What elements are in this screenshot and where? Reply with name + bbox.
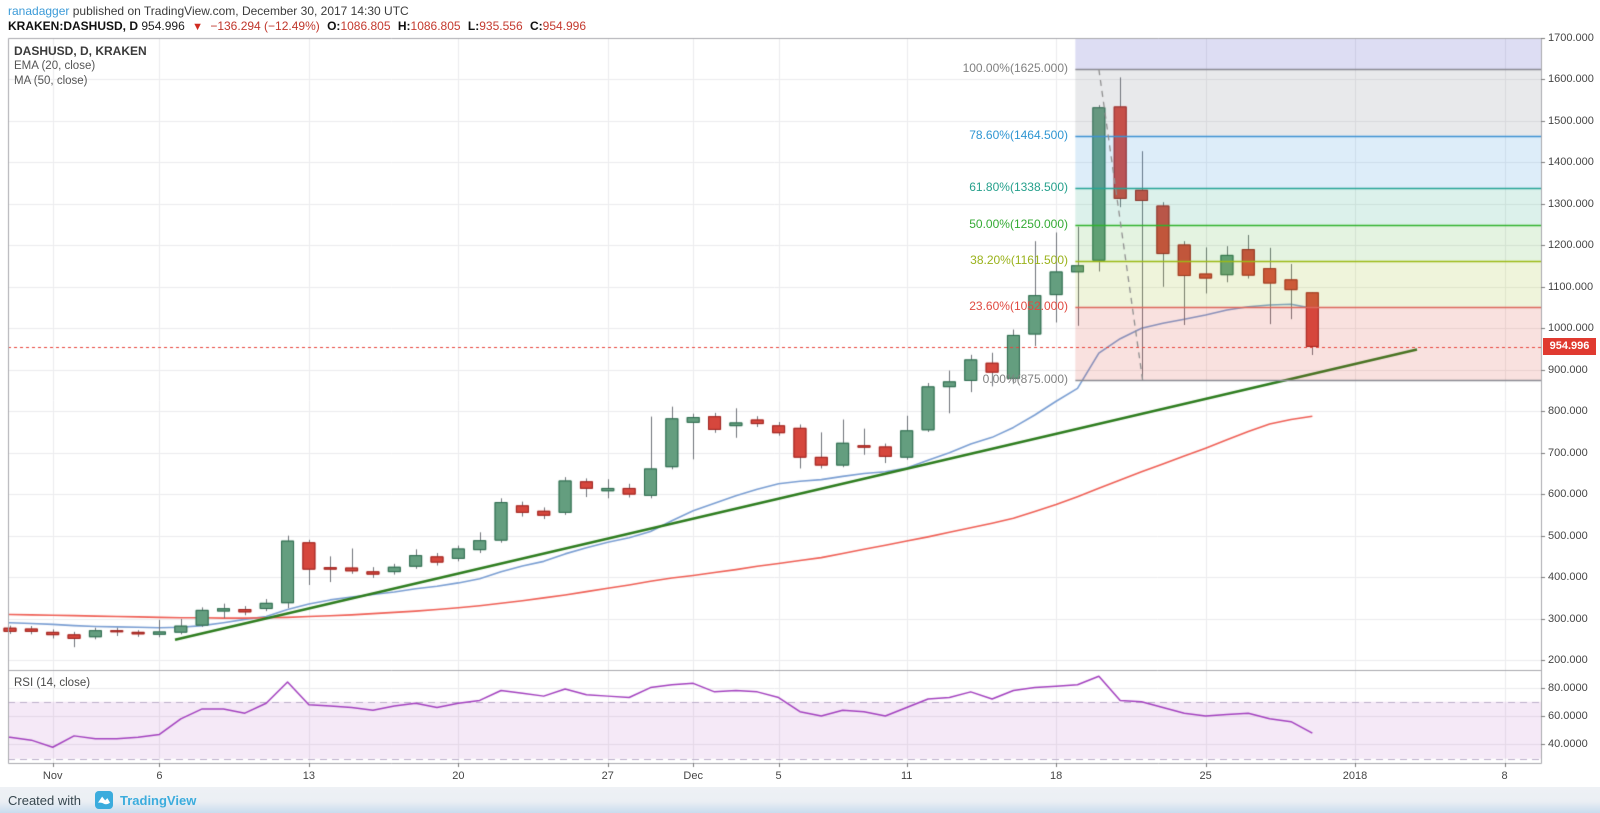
- rsi-legend[interactable]: RSI (14, close): [14, 677, 91, 689]
- price-tick-label: 700.000: [1548, 446, 1588, 459]
- chart-legend: DASHUSD, D, KRAKEN EMA (20, close) MA (5…: [14, 44, 147, 89]
- price-tick-label: 1200.000: [1548, 239, 1594, 252]
- time-tick-label: 8: [1501, 770, 1508, 782]
- time-tick-label: 18: [1050, 770, 1063, 782]
- created-with-text: Created with: [8, 792, 81, 808]
- low-value: 935.556: [479, 19, 523, 33]
- down-arrow-icon: ▼: [192, 21, 203, 33]
- price-tick-label: 1300.000: [1548, 197, 1594, 210]
- symbol-status-line: KRAKEN:DASHUSD, D 954.996 ▼ −136.294 (−1…: [8, 19, 590, 33]
- price-tick-label: 1500.000: [1548, 114, 1594, 127]
- high-value: 1086.805: [410, 19, 461, 33]
- time-tick-label: 27: [601, 770, 614, 782]
- author-link[interactable]: ranadagger: [8, 4, 70, 18]
- rsi-tick-label: 60.0000: [1548, 710, 1588, 722]
- current-price-badge: 954.996: [1543, 338, 1596, 356]
- fib-level-label: 100.00%(1625.000): [962, 61, 1068, 76]
- open-value: 1086.805: [340, 19, 391, 33]
- time-tick-label: 13: [302, 770, 316, 782]
- footer-bar: Created with TradingView: [0, 787, 1600, 813]
- price-tick-label: 800.000: [1548, 405, 1588, 418]
- time-tick-label: 2018: [1342, 770, 1368, 782]
- fib-level-label: 78.60%(1464.500): [969, 127, 1068, 142]
- fib-level-label: 23.60%(1052.000): [969, 298, 1068, 313]
- rsi-tick-label: 40.0000: [1548, 738, 1588, 751]
- time-tick-label: Nov: [42, 770, 63, 782]
- price-tick-label: 1600.000: [1548, 73, 1594, 86]
- price-tick-label: 300.000: [1548, 612, 1588, 625]
- price-tick-label: 600.000: [1548, 488, 1588, 501]
- tradingview-brand-link[interactable]: TradingView: [119, 792, 197, 808]
- publish-line: ranadagger published on TradingView.com,…: [8, 4, 409, 18]
- time-tick-label: 6: [156, 770, 163, 782]
- price-tick-label: 1000.000: [1548, 322, 1594, 335]
- open-label: O:: [327, 19, 341, 33]
- last-price: 954.996: [141, 19, 185, 33]
- time-tick-label: 25: [1199, 770, 1212, 782]
- publish-text: published on TradingView.com, December 3…: [72, 4, 409, 18]
- close-label: C:: [529, 19, 543, 33]
- low-label: L:: [467, 19, 480, 33]
- fib-level-label: 38.20%(1161.500): [970, 253, 1068, 268]
- price-tick-label: 200.000: [1548, 654, 1588, 667]
- price-tick-label: 500.000: [1548, 529, 1588, 542]
- time-tick-label: 5: [775, 770, 782, 782]
- price-tick-label: 1400.000: [1548, 156, 1594, 169]
- change-value: −136.294 (−12.49%): [210, 19, 320, 33]
- time-tick-label: Dec: [683, 770, 703, 782]
- legend-ma50[interactable]: MA (50, close): [14, 75, 88, 87]
- legend-ema20[interactable]: EMA (20, close): [14, 60, 96, 72]
- price-tick-label: 400.000: [1548, 571, 1588, 584]
- price-tick-label: 900.000: [1548, 363, 1588, 376]
- price-tick-label: 1100.000: [1548, 280, 1594, 293]
- time-tick-label: 11: [900, 770, 913, 782]
- fib-level-label: 0.00%(875.000): [982, 372, 1068, 387]
- rsi-tick-label: 80.0000: [1548, 681, 1588, 694]
- price-tick-label: 1700.000: [1548, 32, 1594, 44]
- symbol-name: KRAKEN:DASHUSD, D: [8, 19, 139, 33]
- tradingview-logo-icon: [94, 791, 113, 809]
- time-tick-label: 20: [452, 770, 465, 782]
- legend-symbol[interactable]: DASHUSD, D, KRAKEN: [14, 44, 147, 58]
- close-value: 954.996: [542, 19, 587, 33]
- fib-level-label: 50.00%(1250.000): [969, 216, 1068, 231]
- high-label: H:: [397, 19, 411, 33]
- fib-level-label: 61.80%(1338.500): [969, 179, 1068, 194]
